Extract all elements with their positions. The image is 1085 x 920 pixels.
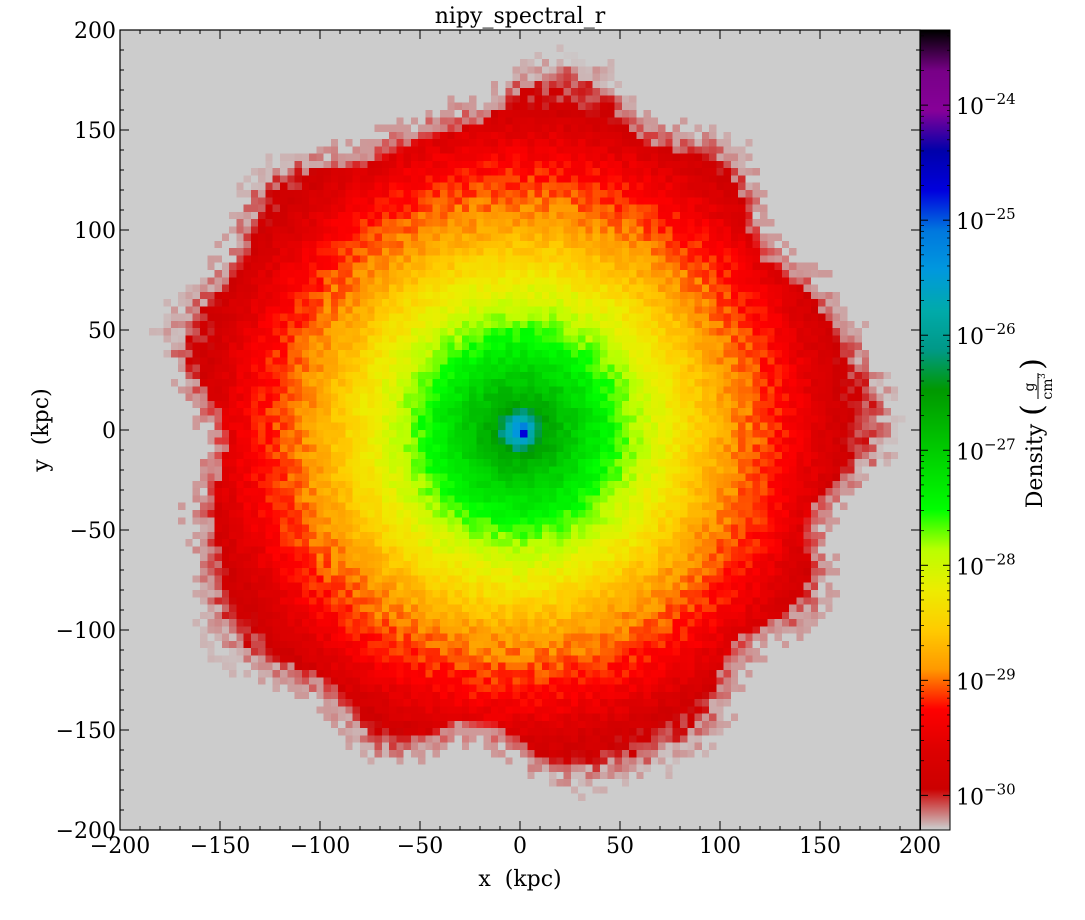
y-tick-label: 150 <box>74 119 116 144</box>
colorbar-tick-label: 10−29 <box>956 665 1016 695</box>
axis-ticks <box>119 29 921 831</box>
colorbar: 10−24 10−25 10−26 10−27 10−28 10−29 10−30 Dens… <box>920 29 1056 831</box>
colorbar-tick-label: 10−30 <box>956 780 1016 810</box>
colorbar-unit-exponent: 3 <box>1038 373 1048 379</box>
x-tick-label: −200 <box>90 834 150 859</box>
y-axis-tick-labels: −200 −150 −100 −50 0 50 100 150 200 <box>56 19 116 844</box>
colorbar-tick-label: 10−27 <box>956 435 1016 465</box>
x-axis-label: x (kpc) <box>478 867 561 892</box>
y-tick-label: 200 <box>74 19 116 44</box>
y-tick-label: 0 <box>102 419 116 444</box>
plot-area: −200 −150 −100 −50 0 50 100 150 200 −200 −150 −100… <box>56 19 941 859</box>
y-tick-label: −200 <box>56 819 116 844</box>
colorbar-unit-denominator: cm <box>1040 378 1056 399</box>
colorbar-paren-open: ( <box>1015 404 1050 416</box>
y-axis-label: y (kpc) <box>29 388 54 472</box>
colorbar-paren-close: ) <box>1015 358 1050 370</box>
y-tick-label: −150 <box>56 719 116 744</box>
x-tick-label: 0 <box>513 834 527 859</box>
colorbar-tick-label: 10−25 <box>956 205 1016 235</box>
colorbar-tick-label: 10−26 <box>956 320 1016 350</box>
density-heatmap <box>120 30 920 830</box>
colorbar-ticks <box>921 35 950 796</box>
colorbar-tick-label: 10−24 <box>956 90 1016 120</box>
x-tick-label: 50 <box>606 834 634 859</box>
chart-title: nipy_spectral_r <box>435 4 606 29</box>
x-tick-label: −100 <box>290 834 350 859</box>
colorbar-tick-labels: 10−24 10−25 10−26 10−27 10−28 10−29 10−30 <box>956 90 1016 810</box>
y-tick-label: −50 <box>70 519 116 544</box>
y-tick-label: 100 <box>74 219 116 244</box>
x-tick-label: 100 <box>699 834 741 859</box>
x-axis-tick-labels: −200 −150 −100 −50 0 50 100 150 200 <box>90 834 941 859</box>
x-tick-label: −50 <box>397 834 443 859</box>
colorbar-label: Density ( g cm 3 ) <box>1015 358 1056 508</box>
x-tick-label: −150 <box>190 834 250 859</box>
x-tick-label: 200 <box>899 834 941 859</box>
colorbar-frame <box>920 29 951 831</box>
y-tick-label: 50 <box>88 319 116 344</box>
colorbar-tick-label: 10−28 <box>956 550 1016 580</box>
y-tick-label: −100 <box>56 619 116 644</box>
colorbar-gradient <box>921 30 950 830</box>
colorbar-unit-numerator: g <box>1022 382 1038 391</box>
x-tick-label: 150 <box>799 834 841 859</box>
colorbar-label-text: Density <box>1023 423 1048 508</box>
